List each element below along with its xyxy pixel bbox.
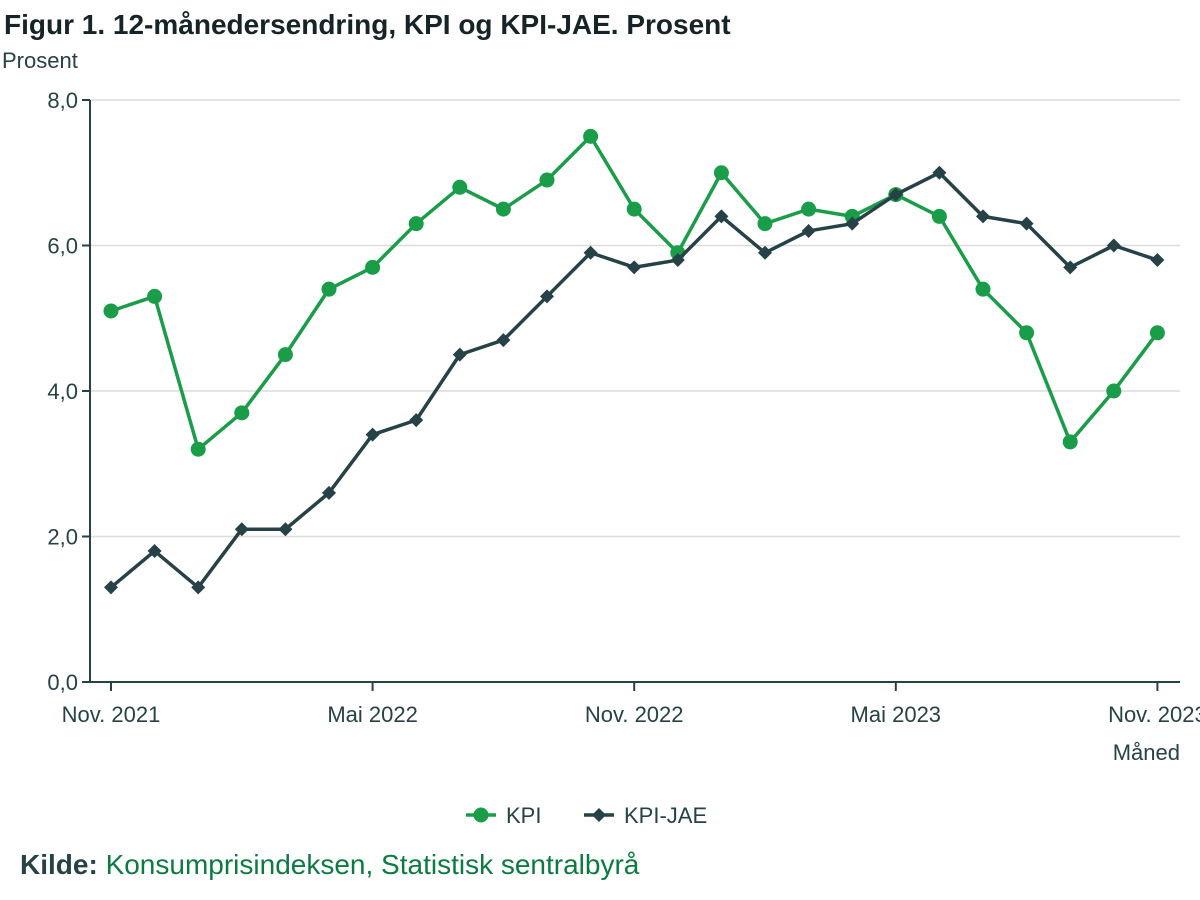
data-point [234, 522, 249, 537]
source-note: Kilde: Konsumprisindeksen, Statistisk se… [20, 849, 639, 881]
data-point [888, 187, 903, 202]
legend-marker [592, 808, 606, 822]
data-point [496, 333, 511, 348]
data-point [190, 441, 206, 457]
data-point [714, 209, 729, 224]
chart-title: Figur 1. 12-månedersendring, KPI og KPI-… [4, 9, 731, 40]
x-tick-label: Nov. 2023 [1108, 702, 1200, 727]
x-tick-label: Mai 2022 [327, 702, 418, 727]
data-point [1019, 216, 1034, 231]
data-point [931, 208, 947, 224]
data-point [1150, 253, 1165, 268]
source-text: Konsumprisindeksen, Statistisk sentralby… [105, 849, 640, 880]
x-tick-label: Nov. 2021 [62, 702, 161, 727]
data-point [627, 260, 642, 275]
data-point [408, 216, 424, 232]
data-point [277, 347, 293, 363]
data-point [976, 209, 990, 224]
legend-item-kpi-jae: KPI-JAE [584, 803, 707, 828]
gridlines [90, 99, 1180, 538]
data-point [147, 544, 162, 559]
data-point [1062, 434, 1078, 450]
legend-label: KPI [506, 803, 541, 828]
data-point [495, 201, 511, 217]
legend-label: KPI-JAE [624, 803, 707, 828]
data-point [147, 288, 163, 304]
data-point [409, 413, 424, 428]
data-point [1149, 325, 1165, 341]
series-kpi-jae [104, 165, 1165, 595]
y-axis-unit-label: Prosent [2, 48, 78, 73]
axes: 0,0 2,0 4,0 6,0 8,0 Nov. 2021 Mai 2022 Nov. 202… [47, 88, 1200, 765]
data-point [278, 522, 293, 537]
data-point [234, 405, 250, 421]
data-point [801, 223, 816, 238]
data-point [103, 303, 119, 319]
legend-item-kpi: KPI [466, 803, 541, 828]
y-tick-label: 8,0 [47, 88, 78, 113]
legend-marker [473, 807, 489, 823]
data-point [757, 216, 773, 232]
line-chart: 0,0 2,0 4,0 6,0 8,0 Nov. 2021 Mai 2022 Nov. 202… [47, 88, 1200, 828]
data-point [1019, 325, 1035, 341]
series-line [110, 134, 1159, 451]
series-kpi [103, 128, 1165, 457]
data-point [713, 165, 729, 181]
y-tick-label: 4,0 [47, 379, 78, 404]
x-tick-label: Mai 2023 [851, 702, 942, 727]
data-point [452, 179, 468, 195]
data-point [758, 245, 772, 260]
data-point [191, 580, 206, 595]
data-point [365, 427, 380, 442]
data-point [1106, 238, 1121, 253]
source-label: Kilde: [20, 849, 98, 880]
data-point [583, 128, 599, 144]
y-tick-label: 0,0 [47, 670, 78, 695]
series-layer [103, 128, 1165, 595]
data-point [626, 201, 642, 217]
data-point [583, 245, 598, 260]
data-point [104, 580, 118, 595]
x-axis-unit-label: Måned [1113, 740, 1180, 765]
data-point [845, 216, 860, 231]
y-tick-label: 2,0 [47, 525, 78, 550]
data-point [801, 201, 817, 217]
data-point [670, 253, 685, 268]
data-point [322, 485, 336, 500]
data-point [540, 289, 554, 304]
data-point [452, 347, 467, 362]
x-tick-label: Nov. 2022 [585, 702, 684, 727]
y-tick-label: 6,0 [47, 234, 78, 259]
data-point [1106, 383, 1122, 399]
data-point [365, 259, 381, 275]
data-point [1063, 260, 1078, 275]
data-point [932, 165, 947, 180]
data-point [321, 281, 337, 297]
data-point [975, 281, 991, 297]
legend: KPI KPI-JAE [466, 803, 707, 828]
data-point [539, 172, 555, 188]
